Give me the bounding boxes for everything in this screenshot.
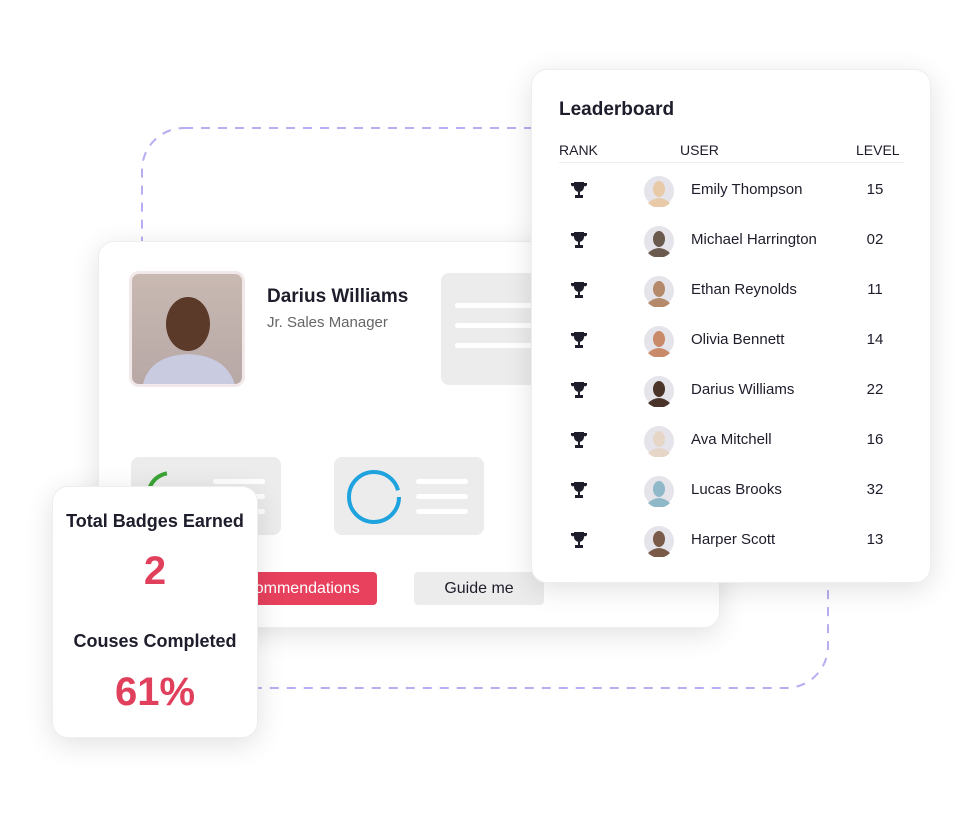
badges-label: Total Badges Earned <box>66 511 244 531</box>
user-avatar <box>644 176 674 207</box>
user-name: Ava Mitchell <box>691 431 772 448</box>
divider <box>559 162 904 163</box>
trophy-icon <box>571 282 587 298</box>
header: LEVEL <box>856 142 900 158</box>
user-name: Ethan Reynolds <box>691 281 797 298</box>
courses-value: 61% <box>114 670 196 714</box>
trophy-icon <box>571 232 587 248</box>
user-level: 13 <box>866 531 884 548</box>
user-avatar <box>644 426 674 457</box>
profile-photo <box>129 271 245 387</box>
user-level: 16 <box>866 431 884 448</box>
leaderboard-row: Emily Thompson 15 <box>532 165 930 215</box>
user-name: Lucas Brooks <box>691 481 782 498</box>
user-level: 15 <box>866 181 884 198</box>
stats-card: Total Badges Earned 2 Couses Completed 6… <box>52 486 258 738</box>
user-name: Olivia Bennett <box>691 331 785 348</box>
user-avatar <box>644 476 674 507</box>
leaderboard-row: Darius Williams 22 <box>532 365 930 415</box>
user-name: Michael Harrington <box>691 231 817 248</box>
user-level: 32 <box>866 481 884 498</box>
user-name: Emily Thompson <box>691 181 803 198</box>
user-level: 11 <box>867 281 883 298</box>
leaderboard-row: Michael Harrington 02 <box>532 215 930 265</box>
trophy-icon <box>571 532 587 548</box>
header: USER <box>680 142 719 158</box>
badges-value: 2 <box>143 549 167 593</box>
user-avatar <box>644 226 674 257</box>
user-avatar <box>644 326 674 357</box>
leaderboard-row: Harper Scott 13 <box>532 515 930 565</box>
leaderboard-row: Lucas Brooks 32 <box>532 465 930 515</box>
user-level: 14 <box>866 331 884 348</box>
user-level: 02 <box>866 231 884 248</box>
profile-name: Darius Williams <box>267 286 409 307</box>
trophy-icon <box>571 482 587 498</box>
leaderboard-row: Ava Mitchell 16 <box>532 415 930 465</box>
leaderboard-card: Leaderboard RANK USER LEVEL Emily Thomps… <box>531 69 931 583</box>
leaderboard-title: Leaderboard <box>559 99 675 120</box>
user-avatar <box>644 376 674 407</box>
user-avatar <box>644 276 674 307</box>
user-name: Darius Williams <box>691 381 795 398</box>
user-level: 22 <box>866 381 884 398</box>
header: RANK <box>559 142 598 158</box>
trophy-icon <box>571 432 587 448</box>
leaderboard-row: Ethan Reynolds 11 <box>532 265 930 315</box>
user-avatar <box>644 526 674 557</box>
stat-placeholder <box>334 457 484 535</box>
trophy-icon <box>571 332 587 348</box>
user-name: Harper Scott <box>691 531 776 548</box>
profile-role: Jr. Sales Manager <box>267 314 388 331</box>
leaderboard-row: Olivia Bennett 14 <box>532 315 930 365</box>
trophy-icon <box>571 182 587 198</box>
trophy-icon <box>571 382 587 398</box>
guide-button[interactable]: Guide me <box>414 572 544 605</box>
courses-label: Couses Completed <box>73 631 237 651</box>
